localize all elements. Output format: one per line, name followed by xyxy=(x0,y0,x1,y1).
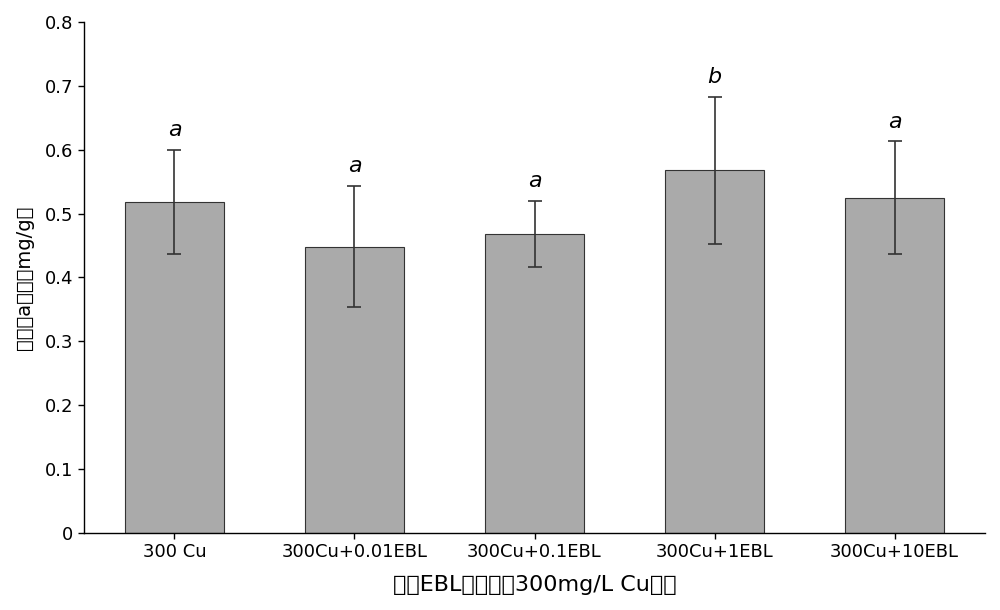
Bar xyxy=(665,170,764,533)
Bar xyxy=(125,202,224,533)
X-axis label: 不同EBL施加下，300mg/L Cu处理: 不同EBL施加下，300mg/L Cu处理 xyxy=(393,575,676,595)
Text: a: a xyxy=(348,157,361,176)
Text: a: a xyxy=(528,171,541,191)
Bar xyxy=(485,234,584,533)
Text: a: a xyxy=(168,120,181,140)
Bar xyxy=(845,198,944,533)
Y-axis label: 叶绿素a含量（mg/g）: 叶绿素a含量（mg/g） xyxy=(15,205,34,350)
Bar xyxy=(305,246,404,533)
Text: b: b xyxy=(707,67,722,87)
Text: a: a xyxy=(888,112,901,132)
